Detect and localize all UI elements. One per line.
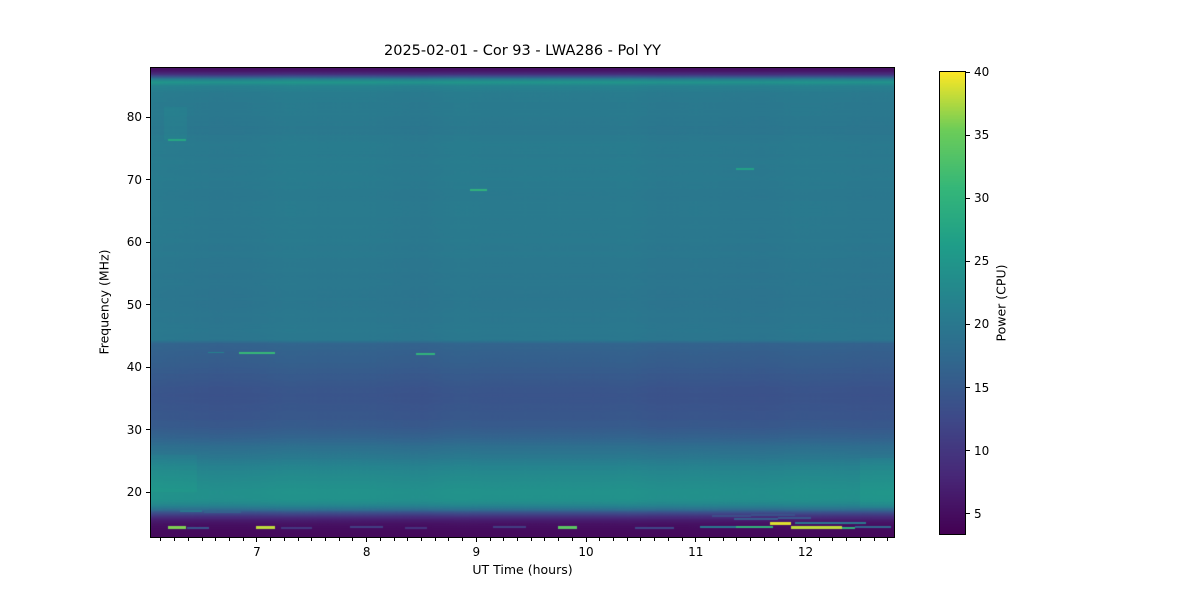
x-minor-tick bbox=[462, 538, 464, 541]
colorbar-tick bbox=[966, 387, 970, 389]
y-tick bbox=[146, 304, 150, 306]
x-minor-tick bbox=[229, 538, 231, 541]
x-minor-tick bbox=[873, 538, 875, 541]
x-minor-tick bbox=[187, 538, 189, 541]
colorbar-tick bbox=[966, 260, 970, 262]
x-minor-tick bbox=[407, 538, 409, 541]
x-minor-tick bbox=[160, 538, 162, 541]
x-tick-label: 10 bbox=[578, 545, 594, 559]
x-tick-label: 9 bbox=[472, 545, 481, 559]
x-minor-tick bbox=[750, 538, 752, 541]
x-tick-label: 11 bbox=[688, 545, 704, 559]
colorbar bbox=[939, 71, 966, 535]
x-minor-tick bbox=[517, 538, 518, 541]
x-tick bbox=[695, 538, 697, 542]
chart-title: 2025-02-01 - Cor 93 - LWA286 - Pol YY bbox=[384, 43, 661, 59]
x-minor-tick bbox=[612, 538, 614, 541]
x-minor-tick bbox=[201, 538, 203, 541]
x-minor-tick bbox=[544, 538, 546, 541]
x-tick-label: 12 bbox=[797, 545, 814, 559]
x-minor-tick bbox=[297, 538, 299, 541]
x-minor-tick bbox=[571, 538, 573, 541]
x-minor-tick bbox=[530, 538, 532, 541]
x-minor-tick bbox=[599, 538, 601, 541]
colorbar-tick-label: 30 bbox=[974, 191, 990, 206]
x-minor-tick bbox=[832, 538, 834, 541]
x-minor-tick bbox=[215, 538, 217, 541]
x-minor-tick bbox=[325, 538, 327, 541]
y-tick-label: 40 bbox=[126, 360, 142, 375]
y-tick-label: 80 bbox=[126, 110, 142, 125]
x-minor-tick bbox=[174, 538, 176, 541]
x-minor-tick bbox=[242, 538, 244, 541]
colorbar-tick-label: 10 bbox=[974, 443, 990, 458]
x-minor-tick bbox=[283, 538, 285, 541]
x-minor-tick bbox=[626, 538, 628, 541]
x-tick bbox=[804, 538, 806, 542]
x-minor-tick bbox=[667, 538, 669, 541]
spectrogram-canvas bbox=[150, 67, 895, 538]
colorbar-tick-label: 25 bbox=[974, 254, 990, 269]
colorbar-tick-label: 15 bbox=[974, 380, 990, 395]
x-minor-tick bbox=[338, 538, 340, 541]
x-minor-tick bbox=[777, 538, 779, 541]
x-minor-tick bbox=[448, 538, 450, 541]
colorbar-tick-label: 40 bbox=[974, 65, 990, 79]
colorbar-tick-label: 5 bbox=[974, 506, 982, 521]
x-tick bbox=[256, 538, 258, 542]
y-tick bbox=[146, 116, 150, 118]
y-tick-label: 30 bbox=[126, 422, 142, 437]
x-minor-tick bbox=[722, 538, 724, 541]
x-minor-tick bbox=[846, 538, 848, 541]
y-tick-label: 20 bbox=[126, 485, 142, 500]
x-minor-tick bbox=[270, 538, 272, 541]
x-minor-tick bbox=[352, 538, 354, 541]
y-tick bbox=[146, 241, 150, 243]
x-tick-label: 7 bbox=[253, 545, 261, 559]
x-minor-tick bbox=[393, 538, 395, 541]
x-minor-tick bbox=[379, 538, 381, 541]
colorbar-tick-label: 20 bbox=[974, 317, 990, 332]
colorbar-tick bbox=[966, 323, 970, 325]
x-minor-tick bbox=[681, 538, 683, 541]
y-tick-label: 60 bbox=[126, 235, 142, 250]
colorbar-tick bbox=[966, 513, 970, 515]
x-tick bbox=[585, 538, 587, 542]
x-minor-tick bbox=[708, 538, 710, 541]
colorbar-tick bbox=[966, 134, 970, 136]
x-minor-tick bbox=[503, 538, 505, 541]
x-minor-tick bbox=[818, 538, 820, 541]
x-minor-tick bbox=[654, 538, 656, 541]
colorbar-tick bbox=[966, 197, 970, 199]
y-tick-label: 70 bbox=[126, 172, 142, 187]
x-minor-tick bbox=[421, 538, 423, 541]
y-tick bbox=[146, 491, 150, 493]
colorbar-tick bbox=[966, 71, 970, 73]
x-minor-tick bbox=[434, 538, 436, 541]
y-tick bbox=[146, 366, 150, 368]
x-minor-tick bbox=[640, 538, 642, 541]
x-tick-label: 8 bbox=[362, 545, 371, 559]
x-axis-label: UT Time (hours) bbox=[472, 562, 573, 577]
y-tick bbox=[146, 429, 150, 431]
y-tick-label: 50 bbox=[126, 297, 142, 312]
x-minor-tick bbox=[558, 538, 560, 541]
x-minor-tick bbox=[489, 538, 491, 541]
x-minor-tick bbox=[859, 538, 861, 541]
x-tick bbox=[366, 538, 368, 542]
colorbar-tick bbox=[966, 450, 970, 452]
x-minor-tick bbox=[763, 538, 765, 541]
x-tick bbox=[475, 538, 477, 542]
x-minor-tick bbox=[791, 538, 793, 541]
x-minor-tick bbox=[736, 538, 738, 541]
x-minor-tick bbox=[311, 538, 313, 541]
y-tick bbox=[146, 179, 150, 181]
x-minor-tick bbox=[887, 538, 889, 541]
colorbar-tick-label: 35 bbox=[974, 128, 990, 143]
